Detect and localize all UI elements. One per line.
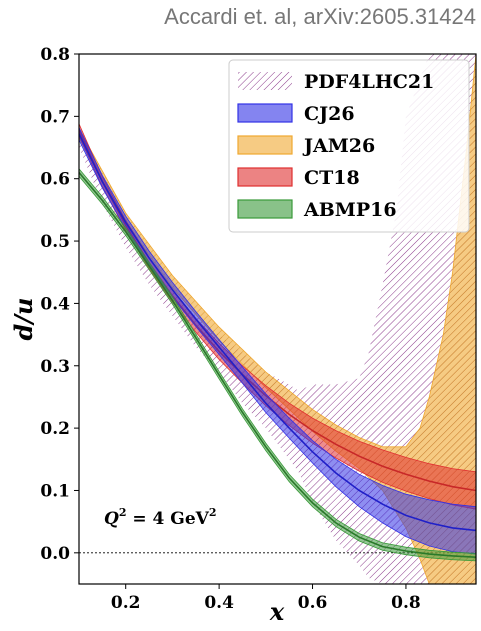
legend-item-ct18: CT18 xyxy=(237,167,360,189)
axis-ticks: 0.0 0.1 0.2 0.3 0.4 0.5 0.6 0.7 0.8 0.2 0.4 0.6 0.8 xyxy=(40,45,420,613)
y-tick-label: 0.7 xyxy=(40,107,70,127)
q2-annotation-lhs: Q xyxy=(104,509,119,529)
abmp16-series xyxy=(79,168,476,562)
legend-item-jam26: JAM26 xyxy=(237,135,375,157)
x-tick-label: 0.4 xyxy=(204,593,234,613)
abmp16-band xyxy=(79,168,476,562)
y-tick-label: 0.8 xyxy=(40,45,70,65)
legend-label: PDF4LHC21 xyxy=(304,71,434,93)
q2-annotation: Q2 = 4 GeV2 xyxy=(104,506,216,529)
legend-label: JAM26 xyxy=(302,135,375,157)
legend-swatch xyxy=(237,135,293,155)
cj26-central-line xyxy=(79,133,476,532)
x-tick-label: 0.6 xyxy=(298,593,328,613)
q2-annotation-exp2: 2 xyxy=(209,506,217,519)
q2-annotation-eq: = 4 GeV xyxy=(126,509,209,529)
legend-label: ABMP16 xyxy=(303,199,397,221)
legend-swatch xyxy=(237,167,293,187)
legend-box xyxy=(228,59,470,233)
legend: PDF4LHC21 CJ26 JAM26 CT18 ABMP16 xyxy=(228,59,470,233)
y-axis-label: d/u xyxy=(9,298,38,341)
y-tick-label: 0.0 xyxy=(40,544,70,564)
citation-header: Accardi et. al, arXiv:2605.31424 xyxy=(164,4,476,29)
x-axis-label: x xyxy=(269,597,285,626)
y-tick-label: 0.4 xyxy=(40,294,70,314)
q2-annotation-exp1: 2 xyxy=(119,506,127,519)
y-tick-label: 0.2 xyxy=(40,419,70,439)
y-tick-label: 0.1 xyxy=(40,481,70,501)
abmp16-central-line xyxy=(79,171,476,558)
legend-swatch xyxy=(237,103,293,123)
legend-label: CJ26 xyxy=(304,103,355,125)
plot-frame xyxy=(78,53,477,585)
plot-area xyxy=(79,54,476,584)
cj26-series xyxy=(79,127,476,555)
cj26-band xyxy=(79,127,476,555)
legend-swatch xyxy=(237,199,293,219)
legend-item-abmp16: ABMP16 xyxy=(237,199,397,221)
legend-item-cj26: CJ26 xyxy=(237,103,355,125)
x-tick-label: 0.8 xyxy=(391,593,421,613)
legend-swatch xyxy=(238,72,292,90)
y-tick-label: 0.3 xyxy=(40,357,70,377)
y-tick-label: 0.6 xyxy=(40,170,70,190)
legend-item-pdf4lhc21: PDF4LHC21 xyxy=(238,71,434,93)
x-tick-label: 0.2 xyxy=(111,593,141,613)
legend-label: CT18 xyxy=(304,167,360,189)
y-tick-label: 0.5 xyxy=(40,232,70,252)
